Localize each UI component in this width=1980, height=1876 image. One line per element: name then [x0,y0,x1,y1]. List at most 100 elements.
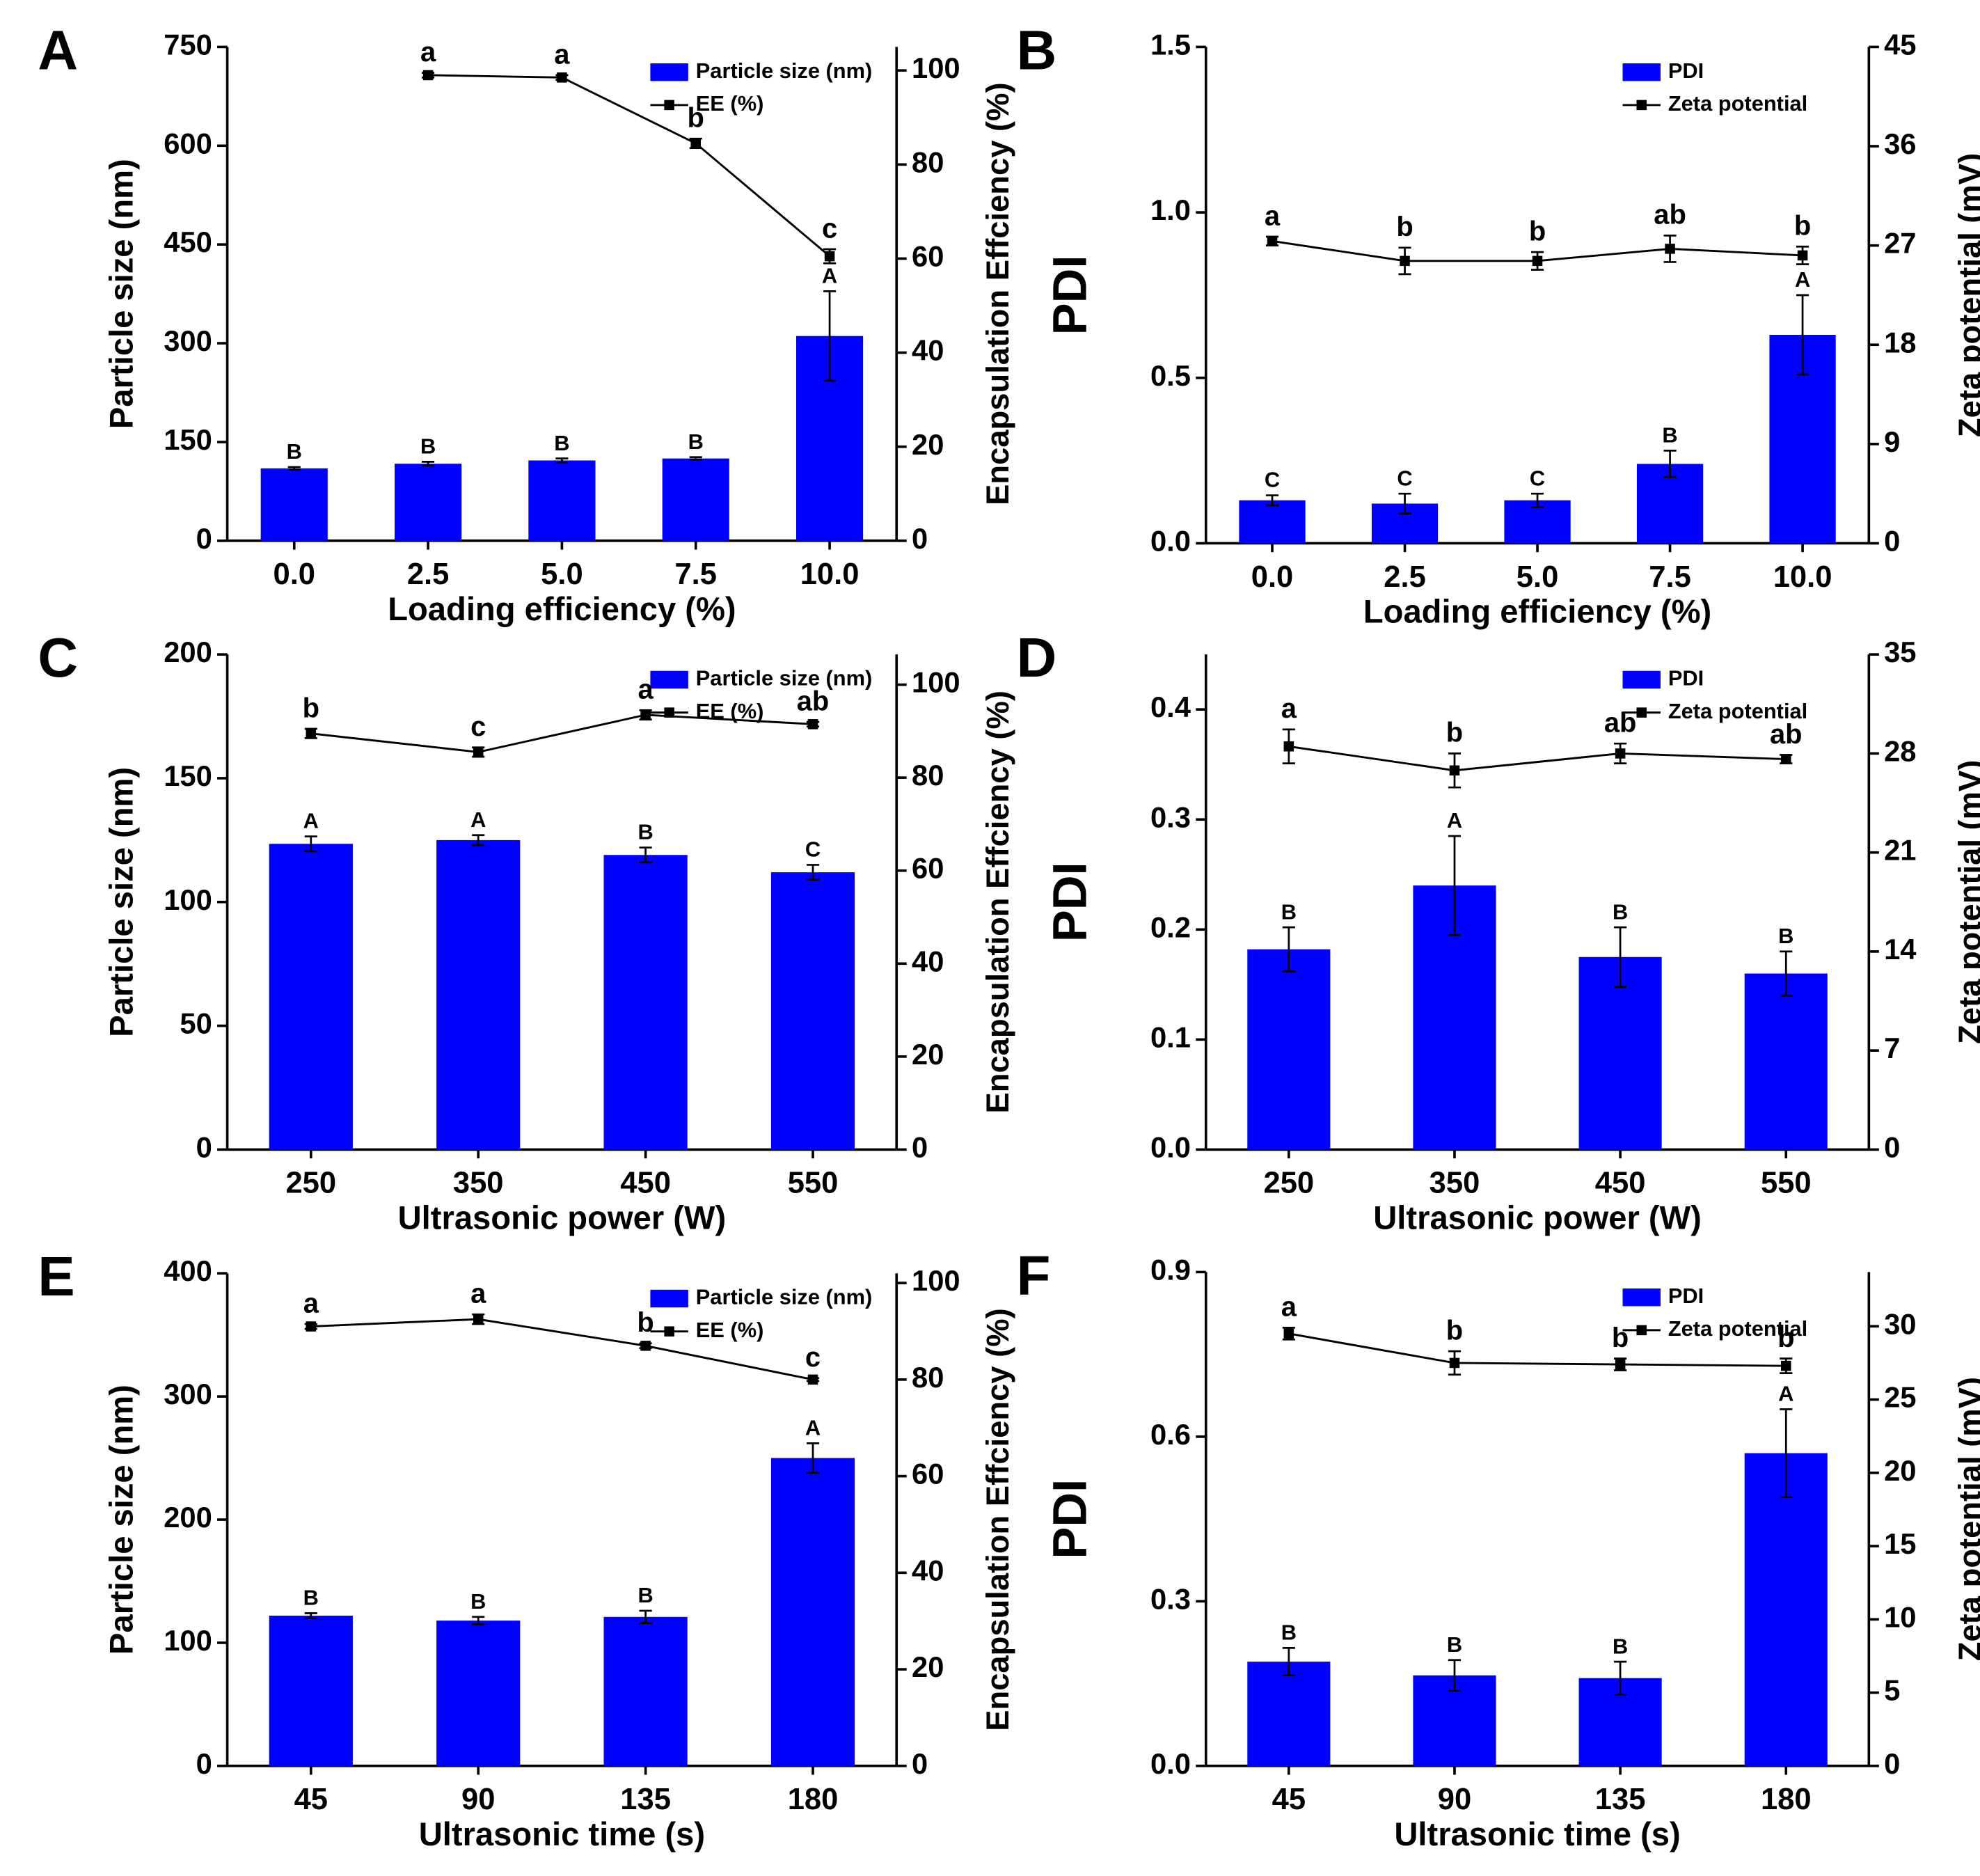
significance-letter: C [805,837,821,862]
y2-axis-title: Zeta potential (mV) [1952,153,1980,437]
error-bar [639,1342,652,1350]
error-bar [1530,251,1544,271]
significance-letter: B [1613,899,1628,924]
significance-letter: a [1281,693,1297,724]
error-bar [472,1616,485,1625]
error-bar [806,1442,820,1474]
y2-tick-label: 7 [1884,1032,1900,1064]
significance-letter: b [1446,718,1463,748]
bar [260,468,328,541]
y2-axis-title: Zeta potential (mV) [1952,1377,1980,1661]
significance-letter: B [470,1589,486,1614]
error-bar [304,727,317,739]
y-axis-title: PDI [1043,255,1096,336]
significance-letter: a [1265,200,1281,231]
x-tick-label: 350 [453,1167,504,1200]
legend-marker [1636,100,1647,111]
y2-tick-label: 25 [1884,1381,1916,1414]
error-bar [1663,450,1677,478]
significance-letter: ab [1770,719,1803,750]
x-tick-label: 7.5 [674,558,717,591]
x-tick-label: 0.0 [1251,560,1294,594]
y2-axis-title: Encapsulation Effciency (%) [980,82,1015,505]
y-axis-title: Particle size (nm) [102,159,139,429]
significance-letter: a [420,37,436,68]
line [1288,1332,1787,1367]
error-bar [1780,1357,1793,1375]
error-bar [472,1313,485,1325]
legend-marker [664,707,674,718]
significance-letter: B [637,820,653,844]
x-tick-label: 10.0 [800,558,860,591]
legend-marker [1636,1325,1647,1336]
significance-letter: A [303,809,319,833]
y2-tick-label: 20 [1884,1454,1916,1487]
bar [436,840,521,1150]
y-tick-label: 0.6 [1150,1418,1191,1451]
significance-letter: b [1777,1323,1794,1353]
x-tick-label: 2.5 [407,558,450,591]
y2-tick-label: 20 [912,1650,944,1683]
x-tick-label: 180 [788,1783,839,1816]
y-tick-label: 600 [164,127,212,159]
y2-tick-label: 100 [912,1264,960,1297]
significance-letter: B [287,439,302,464]
line [428,74,831,258]
bar [436,1621,521,1766]
y-tick-label: 0.1 [1150,1020,1191,1053]
bar [603,855,688,1150]
x-tick-label: 10.0 [1773,560,1832,594]
significance-letter: a [638,675,654,705]
y2-tick-label: 18 [1884,326,1916,358]
y-tick-label: 400 [164,1254,212,1287]
significance-letter: b [1446,1315,1463,1346]
y-tick-label: 0.4 [1150,691,1191,723]
y2-tick-label: 21 [1884,834,1916,867]
error-bar [1398,246,1411,276]
x-axis-title: Ultrasonic time (s) [419,1815,705,1852]
error-bar [472,834,485,846]
panel-label: C [38,626,78,688]
y-tick-label: 100 [164,1624,212,1657]
bar [1578,956,1662,1150]
significance-letter: A [822,264,837,288]
error-bar [639,846,652,864]
x-tick-label: 250 [1264,1167,1315,1200]
y2-tick-label: 0 [1884,525,1900,558]
significance-letter: a [303,1288,319,1318]
x-tick-label: 90 [461,1783,495,1816]
error-bar [689,456,702,461]
y2-tick-label: 0 [1884,1747,1900,1780]
significance-letter: A [1447,808,1462,833]
x-tick-label: 5.0 [541,558,583,591]
significance-letter: b [688,103,704,134]
significance-letter: ab [1654,200,1686,230]
y2-tick-label: 0 [912,1130,928,1163]
x-tick-label: 2.5 [1384,560,1426,594]
y2-tick-label: 20 [912,428,944,461]
significance-letter: B [303,1586,319,1610]
error-bar [1796,294,1809,376]
significance-letter: B [420,434,436,459]
error-bar [1796,245,1809,265]
panel-label: F [1017,1244,1051,1306]
error-bar [1780,754,1793,765]
line [310,714,814,753]
significance-letter: a [470,1279,486,1309]
significance-letter: C [1397,466,1412,490]
significance-letter: b [1396,212,1413,242]
y-tick-label: 100 [164,883,212,916]
significance-letter: c [805,1342,821,1373]
y2-tick-label: 20 [912,1038,944,1071]
error-bar [555,74,569,81]
error-bar [1530,492,1544,508]
legend-label: Particle size (nm) [696,1285,873,1309]
error-bar [1282,1647,1295,1677]
significance-letter: b [1794,211,1811,242]
x-tick-label: 350 [1429,1167,1480,1200]
bar [770,1458,855,1766]
error-bar [823,248,837,265]
error-bar [304,1323,317,1330]
error-bar [1282,1327,1295,1341]
y2-tick-label: 15 [1884,1527,1916,1560]
